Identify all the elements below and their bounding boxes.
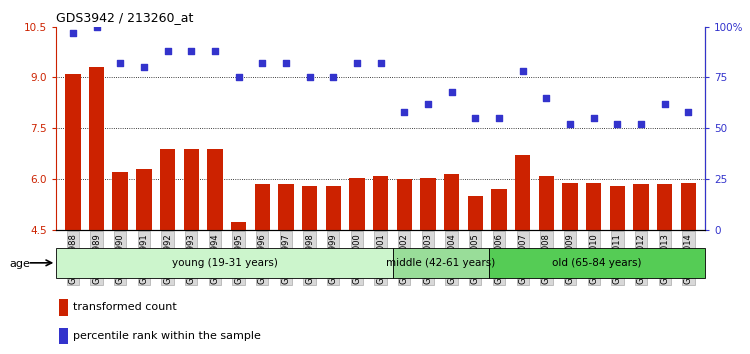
Point — [588, 115, 600, 121]
Point — [398, 109, 410, 115]
Bar — [444, 174, 459, 230]
Point — [564, 121, 576, 127]
Point — [256, 60, 268, 66]
Text: middle (42-61 years): middle (42-61 years) — [386, 258, 495, 268]
Text: age: age — [9, 259, 30, 269]
Text: transformed count: transformed count — [74, 302, 177, 312]
Point — [138, 64, 150, 70]
Point — [304, 75, 316, 80]
Point — [161, 48, 173, 54]
Bar — [254, 184, 270, 230]
Point — [209, 48, 221, 54]
Point — [91, 24, 103, 29]
Bar — [373, 176, 388, 230]
Text: young (19-31 years): young (19-31 years) — [172, 258, 278, 268]
Bar — [634, 184, 649, 230]
Point — [658, 101, 670, 107]
Bar — [681, 183, 696, 230]
Bar — [207, 149, 223, 230]
Bar — [184, 149, 199, 230]
Point — [682, 109, 694, 115]
Bar — [160, 149, 176, 230]
Bar — [468, 196, 483, 230]
Bar — [231, 222, 246, 230]
Point — [375, 60, 387, 66]
Point — [232, 75, 244, 80]
Text: percentile rank within the sample: percentile rank within the sample — [74, 331, 261, 341]
Point — [185, 48, 197, 54]
Bar — [58, 327, 68, 344]
Point — [351, 60, 363, 66]
Bar — [278, 184, 293, 230]
Bar — [515, 155, 530, 230]
Point — [611, 121, 623, 127]
Point — [517, 68, 529, 74]
Bar — [56, 248, 393, 278]
Bar — [350, 177, 364, 230]
Bar — [397, 179, 412, 230]
Bar — [302, 186, 317, 230]
Point — [493, 115, 505, 121]
Point — [540, 95, 552, 101]
Bar — [326, 186, 341, 230]
Bar — [562, 183, 578, 230]
Point — [114, 60, 126, 66]
Point — [280, 60, 292, 66]
Point — [327, 75, 339, 80]
Text: old (65-84 years): old (65-84 years) — [552, 258, 641, 268]
Bar — [112, 172, 128, 230]
Point — [422, 101, 434, 107]
Point — [635, 121, 647, 127]
Point — [470, 115, 482, 121]
Point — [446, 89, 458, 95]
Bar — [88, 67, 104, 230]
Bar — [657, 184, 673, 230]
Point — [67, 30, 79, 35]
Bar — [586, 183, 602, 230]
Bar — [489, 248, 705, 278]
Bar — [491, 189, 507, 230]
Bar — [538, 176, 554, 230]
Bar — [136, 169, 152, 230]
Bar — [610, 186, 625, 230]
Bar — [393, 248, 489, 278]
Bar — [420, 177, 436, 230]
Text: GDS3942 / 213260_at: GDS3942 / 213260_at — [56, 11, 194, 24]
Bar — [58, 299, 68, 315]
Bar — [65, 74, 80, 230]
